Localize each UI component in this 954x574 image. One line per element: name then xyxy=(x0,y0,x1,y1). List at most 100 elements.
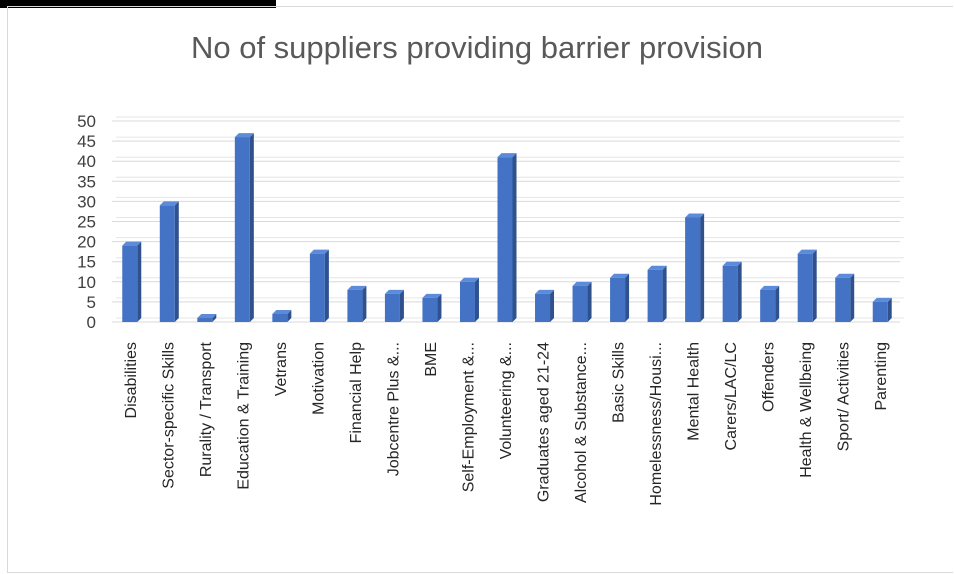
bar-top xyxy=(497,153,517,158)
bar-side xyxy=(662,265,667,322)
bar xyxy=(835,273,855,322)
bar xyxy=(384,289,404,322)
bar-front xyxy=(797,253,813,322)
x-category-label: Parenting xyxy=(873,342,890,411)
bar-top xyxy=(610,273,630,278)
bar-front xyxy=(722,265,738,322)
bar-side xyxy=(737,261,742,322)
bar-top xyxy=(234,133,254,138)
bar-side xyxy=(887,297,892,322)
bar-front xyxy=(459,281,475,322)
bar-top xyxy=(159,201,179,206)
bar-side xyxy=(362,285,367,322)
bar-top xyxy=(685,213,705,218)
x-category-label: Alcohol & Substance... xyxy=(573,342,590,503)
y-tick-label: 40 xyxy=(77,152,96,171)
bar xyxy=(535,289,555,322)
bar-side xyxy=(174,201,179,322)
bar-side xyxy=(474,277,479,322)
x-category-label: Offenders xyxy=(761,342,778,412)
bar-side xyxy=(700,213,705,322)
bar-side xyxy=(287,309,292,322)
x-category-label: Carers/LAC/LC xyxy=(723,342,740,450)
x-axis-labels: Disabilities Sector-specific Skills Rurali… xyxy=(123,341,890,505)
bar-front xyxy=(872,301,888,322)
bar-top xyxy=(572,281,592,286)
y-tick-label: 5 xyxy=(87,293,96,312)
x-category-label: Homelessness/Housi... xyxy=(648,342,665,506)
bar-front xyxy=(197,317,213,322)
bar xyxy=(309,249,329,322)
bar xyxy=(685,213,705,322)
bar xyxy=(572,281,592,322)
bar-front xyxy=(535,293,551,322)
bar-top xyxy=(272,309,292,314)
x-category-label: Graduates aged 21-24 xyxy=(536,342,553,502)
bar-side xyxy=(587,281,592,322)
bar-side xyxy=(625,273,630,322)
chart-title: No of suppliers providing barrier provis… xyxy=(190,30,764,65)
x-category-label: Basic Skills xyxy=(611,342,628,423)
bar-side xyxy=(137,241,142,322)
bar-top xyxy=(722,261,742,266)
x-category-label: Sport/ Activities xyxy=(836,342,853,451)
y-tick-label: 20 xyxy=(77,233,96,252)
bar xyxy=(760,285,780,322)
bar xyxy=(347,285,367,322)
bar-side xyxy=(249,133,254,322)
bar xyxy=(497,153,517,322)
x-category-label: Health & Wellbeing xyxy=(798,342,815,478)
y-tick-label: 15 xyxy=(77,253,96,272)
x-category-label: Mental Health xyxy=(686,342,703,441)
bar-front xyxy=(685,217,701,322)
bar-side xyxy=(324,249,329,322)
y-tick-label: 50 xyxy=(77,112,96,131)
x-category-label: Disabilities xyxy=(123,342,140,418)
y-tick-label: 0 xyxy=(87,313,96,332)
bar-top xyxy=(647,265,667,270)
bar-front xyxy=(122,245,138,322)
bar xyxy=(422,293,442,322)
bar xyxy=(797,249,817,322)
y-tick-label: 35 xyxy=(77,172,96,191)
bar-front xyxy=(159,205,175,322)
bars xyxy=(122,133,892,322)
bar-side xyxy=(775,285,780,322)
bar-side xyxy=(212,313,217,322)
bar xyxy=(459,277,479,322)
x-category-label: Motivation xyxy=(310,342,327,415)
bar-side xyxy=(850,273,855,322)
top-black-rule xyxy=(0,0,276,8)
bar xyxy=(872,297,892,322)
bar xyxy=(234,133,254,322)
x-category-label: Education & Training xyxy=(235,342,252,490)
bar-top xyxy=(535,289,555,294)
x-category-label: Self-Employment &... xyxy=(460,342,477,492)
y-tick-label: 10 xyxy=(77,273,96,292)
bar-front xyxy=(384,293,400,322)
bar-top xyxy=(872,297,892,302)
bar xyxy=(647,265,667,322)
bar-front xyxy=(497,157,513,322)
bar xyxy=(159,201,179,322)
x-category-label: Vetrans xyxy=(273,342,290,396)
x-category-label: Jobcentre Plus &... xyxy=(385,342,402,476)
y-tick-label: 30 xyxy=(77,192,96,211)
bar-top xyxy=(347,285,367,290)
bar-front xyxy=(422,297,438,322)
chart-frame xyxy=(7,6,953,573)
bar-top xyxy=(422,293,442,298)
bar-front xyxy=(610,277,626,322)
bar xyxy=(197,313,217,322)
bar-front xyxy=(347,289,363,322)
bar-side xyxy=(812,249,817,322)
bar-front xyxy=(272,313,288,322)
bar-front xyxy=(234,137,250,322)
bar-top xyxy=(797,249,817,254)
bar-front xyxy=(572,285,588,322)
bar-side xyxy=(399,289,404,322)
bar-side xyxy=(550,289,555,322)
y-tick-label: 45 xyxy=(77,132,96,151)
